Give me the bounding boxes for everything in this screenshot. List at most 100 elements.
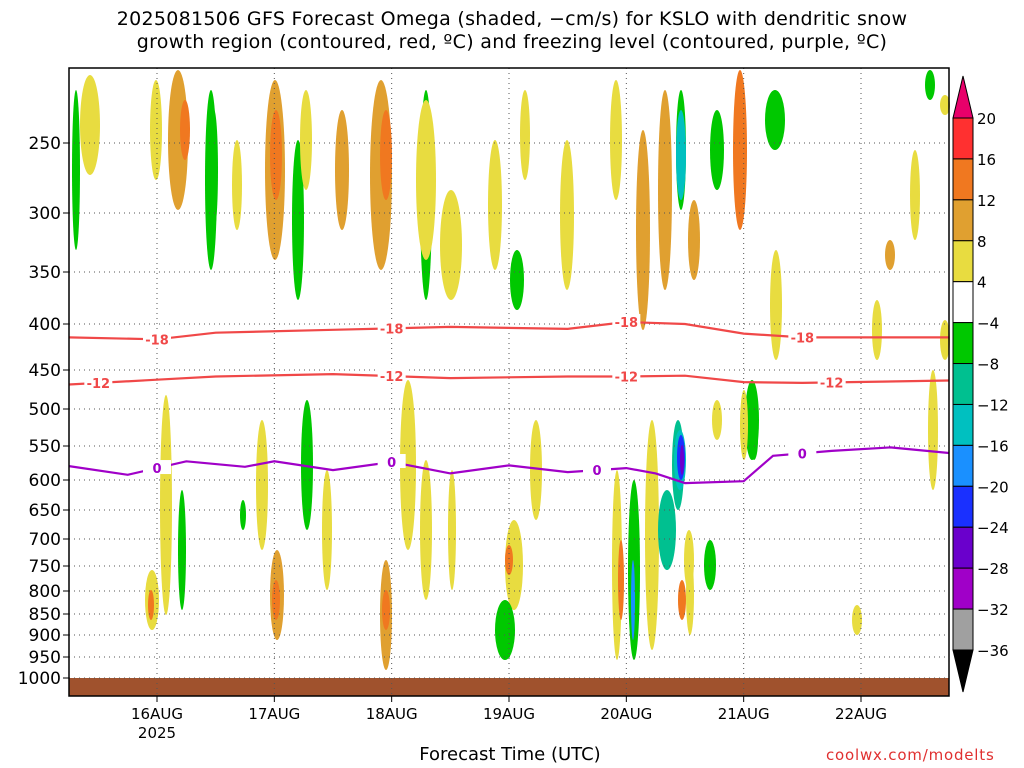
contour-label-bg <box>583 462 611 477</box>
omega-cell <box>910 150 920 240</box>
colorbar: 20 16 12 8 4 −4 −8 −12 −16 −20 −24 −28 −32 −36 <box>952 75 1009 693</box>
colorbar-box <box>952 199 974 242</box>
contour-label-bg <box>788 329 817 344</box>
omega-cell <box>292 140 304 300</box>
omega-cell <box>940 320 950 360</box>
omega-cell <box>520 90 530 180</box>
contour-label: -12 <box>615 371 639 386</box>
contour-label: -12 <box>820 376 844 391</box>
omega-cell <box>300 90 312 190</box>
title-line-2: growth region (contoured, red, ºC) and f… <box>136 31 888 53</box>
contour-label: 0 <box>798 447 807 462</box>
colorbar-box <box>952 322 974 365</box>
omega-cell <box>704 540 716 590</box>
omega-cell <box>488 140 502 270</box>
x-axis-label: Forecast Time (UTC) <box>419 744 601 765</box>
colorbar-box <box>952 363 974 405</box>
colorbar-label: 16 <box>977 151 996 169</box>
contour-label-bg <box>612 314 641 329</box>
omega-cell <box>160 395 172 615</box>
y-tick-label: 550 <box>29 437 61 457</box>
colorbar-box <box>952 281 974 324</box>
omega-cell <box>928 370 938 490</box>
omega-cell <box>631 560 635 640</box>
colorbar-label: −28 <box>977 560 1009 578</box>
omega-cell <box>618 540 624 620</box>
y-tick-label: 350 <box>29 263 61 283</box>
colorbar-box <box>952 403 974 446</box>
colorbar-label: −32 <box>977 601 1009 619</box>
omega-cell <box>686 555 694 635</box>
omega-cell <box>678 580 686 620</box>
y-tick-label: 250 <box>29 134 61 154</box>
omega-cell <box>240 500 246 530</box>
credit-link[interactable]: coolwx.com/modelts <box>826 746 995 764</box>
colorbar-box <box>952 444 974 487</box>
y-tick-label: 800 <box>29 582 61 602</box>
colorbar-bottom-arrow <box>952 649 974 693</box>
omega-cell <box>636 130 650 330</box>
colorbar-label: −20 <box>977 478 1009 496</box>
x-tick-label: 22AUG <box>835 705 887 723</box>
colorbar-box <box>952 240 974 283</box>
grid-lines <box>69 68 949 696</box>
x-tick-label: 16AUG <box>131 705 183 723</box>
y-tick-label: 750 <box>29 557 61 577</box>
omega-cell <box>440 190 462 300</box>
contour-label: -12 <box>87 377 111 392</box>
ground-surface <box>69 678 949 696</box>
omega-cell <box>505 545 513 575</box>
omega-cell <box>180 100 190 160</box>
y-tick-label: 950 <box>29 648 61 668</box>
omega-cell <box>530 420 542 520</box>
omega-cell <box>302 420 308 500</box>
colorbar-label: −36 <box>977 642 1009 660</box>
colorbar-label: −24 <box>977 519 1009 537</box>
chart-title: 2025081506 GFS Forecast Omega (shaded, −… <box>0 8 1024 54</box>
colorbar-box <box>952 608 974 651</box>
y-tick-label: 900 <box>29 626 61 646</box>
x-year-label: 2025 <box>138 724 176 742</box>
x-tick-label: 20AUG <box>600 705 652 723</box>
contour-line <box>68 320 949 341</box>
omega-cell <box>380 110 392 200</box>
omega-cell <box>733 70 747 230</box>
y-tick-label: 1000 <box>18 669 61 689</box>
contour-line <box>68 372 950 386</box>
omega-cell <box>232 140 242 230</box>
omega-cell <box>658 490 676 570</box>
contour-label-bg <box>817 374 846 389</box>
omega-cell <box>658 90 672 290</box>
omega-cell <box>72 90 80 250</box>
y-tick-label: 300 <box>29 204 61 224</box>
colorbar-box <box>952 117 974 160</box>
contour-label: 0 <box>592 464 601 479</box>
title-line-1: 2025081506 GFS Forecast Omega (shaded, −… <box>116 8 908 30</box>
y-tick-label: 450 <box>29 361 61 381</box>
omega-cell <box>940 95 950 115</box>
contour-label-bg <box>143 460 171 475</box>
omega-cell <box>420 460 432 600</box>
colorbar-label: −12 <box>977 396 1009 414</box>
y-tick-label: 500 <box>29 400 61 420</box>
omega-cell <box>852 605 862 635</box>
colorbar-label: 12 <box>977 192 996 210</box>
contour-label-bg <box>84 374 113 389</box>
contour-label: -12 <box>380 370 404 385</box>
omega-cell <box>150 80 162 180</box>
omega-cell <box>740 390 748 460</box>
y-axis: 2503003504004505005506006507007508008509… <box>18 134 69 689</box>
omega-cell <box>765 90 785 150</box>
colorbar-label: 8 <box>977 233 987 251</box>
omega-cell <box>710 110 724 190</box>
colorbar-label: −16 <box>977 437 1009 455</box>
contour-label: -18 <box>791 331 815 346</box>
colorbar-box <box>952 485 974 528</box>
contour-label-bg <box>377 320 406 335</box>
omega-cell <box>210 110 218 230</box>
omega-cell <box>495 600 515 660</box>
omega-cell <box>448 470 456 590</box>
contour-label: 0 <box>152 462 161 477</box>
